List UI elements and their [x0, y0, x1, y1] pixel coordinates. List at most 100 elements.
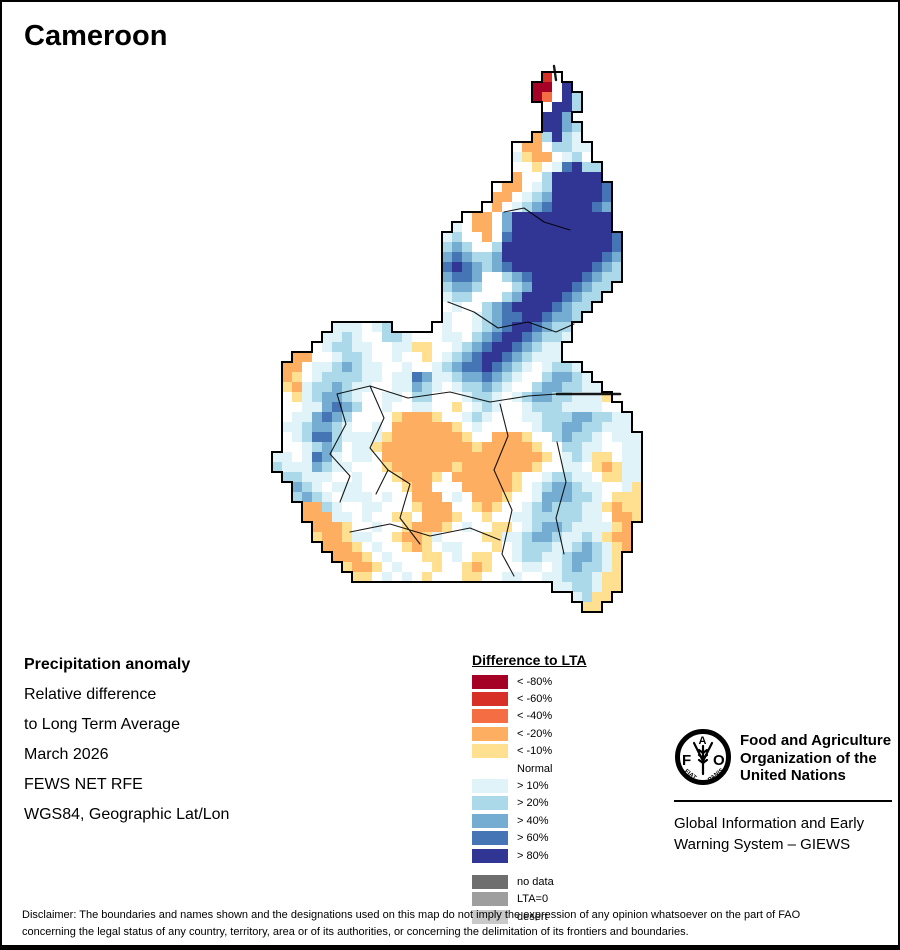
raster-cell — [552, 392, 562, 402]
raster-cell — [402, 502, 412, 512]
raster-cell — [562, 212, 572, 222]
raster-cell — [572, 142, 582, 152]
raster-cell — [432, 352, 442, 362]
raster-cell — [472, 262, 482, 272]
raster-cell — [362, 482, 372, 492]
raster-cell — [572, 432, 582, 442]
raster-cell — [492, 412, 502, 422]
raster-cell — [562, 292, 572, 302]
raster-cell — [442, 402, 452, 412]
raster-cell — [392, 452, 402, 462]
raster-cell — [432, 552, 442, 562]
raster-cell — [462, 282, 472, 292]
raster-cell — [482, 382, 492, 392]
raster-cell — [392, 552, 402, 562]
raster-cell — [552, 152, 562, 162]
raster-cell — [432, 522, 442, 532]
raster-cell — [552, 242, 562, 252]
raster-cell — [282, 442, 292, 452]
raster-cell — [522, 242, 532, 252]
raster-cell — [412, 532, 422, 542]
raster-cell — [552, 192, 562, 202]
raster-cell — [562, 272, 572, 282]
raster-cell — [502, 452, 512, 462]
raster-cell — [412, 382, 422, 392]
fao-org-line: Food and Agriculture — [740, 732, 892, 749]
raster-cell — [412, 402, 422, 412]
raster-cell — [272, 462, 282, 472]
raster-cell — [402, 512, 412, 522]
raster-cell — [462, 422, 472, 432]
raster-cell — [382, 392, 392, 402]
legend-swatch — [472, 779, 508, 794]
raster-cell — [482, 272, 492, 282]
raster-cell — [512, 182, 522, 192]
raster-cell — [282, 372, 292, 382]
raster-cell — [482, 412, 492, 422]
raster-cell — [522, 432, 532, 442]
raster-cell — [602, 402, 612, 412]
raster-cell — [442, 512, 452, 522]
raster-cell — [442, 432, 452, 442]
raster-cell — [442, 562, 452, 572]
raster-cell — [602, 242, 612, 252]
legend-item: > 10% — [472, 777, 587, 794]
raster-cell — [392, 422, 402, 432]
raster-cell — [382, 372, 392, 382]
raster-cell — [592, 582, 602, 592]
raster-cell — [492, 502, 502, 512]
raster-cell — [382, 442, 392, 452]
raster-cell — [492, 482, 502, 492]
raster-cell — [512, 522, 522, 532]
raster-cell — [342, 462, 352, 472]
raster-cell — [582, 302, 592, 312]
raster-cell — [632, 472, 642, 482]
raster-cell — [572, 252, 582, 262]
raster-cell — [322, 512, 332, 522]
raster-cell — [602, 272, 612, 282]
raster-cell — [402, 492, 412, 502]
raster-cell — [522, 292, 532, 302]
raster-cell — [572, 482, 582, 492]
raster-cell — [472, 402, 482, 412]
raster-cell — [412, 342, 422, 352]
raster-cell — [292, 482, 302, 492]
raster-cell — [452, 372, 462, 382]
raster-cell — [392, 532, 402, 542]
raster-cell — [552, 452, 562, 462]
raster-cell — [332, 472, 342, 482]
raster-cell — [462, 522, 472, 532]
raster-cell — [562, 512, 572, 522]
raster-cell — [462, 512, 472, 522]
raster-cell — [362, 402, 372, 412]
raster-cell — [462, 292, 472, 302]
raster-cell — [552, 502, 562, 512]
raster-cell — [282, 362, 292, 372]
raster-cell — [552, 282, 562, 292]
raster-cell — [512, 512, 522, 522]
raster-cell — [482, 252, 492, 262]
raster-cell — [492, 352, 502, 362]
raster-cell — [322, 342, 332, 352]
raster-cell — [602, 222, 612, 232]
raster-cell — [552, 562, 562, 572]
raster-cell — [602, 232, 612, 242]
raster-cell — [582, 402, 592, 412]
fao-logo: F A O FIAT PANIS — [675, 729, 731, 785]
raster-cell — [322, 542, 332, 552]
cameroon-map — [271, 64, 643, 613]
raster-cell — [422, 562, 432, 572]
raster-cell — [372, 512, 382, 522]
raster-cell — [632, 502, 642, 512]
raster-cell — [552, 512, 562, 522]
raster-cell — [552, 82, 562, 92]
raster-cell — [312, 442, 322, 452]
map-info-line: Relative difference — [24, 686, 157, 703]
raster-cell — [572, 272, 582, 282]
raster-cell — [552, 272, 562, 282]
raster-cell — [442, 362, 452, 372]
raster-cell — [372, 472, 382, 482]
raster-cell — [492, 492, 502, 502]
raster-cell — [622, 542, 632, 552]
raster-cell — [412, 472, 422, 482]
